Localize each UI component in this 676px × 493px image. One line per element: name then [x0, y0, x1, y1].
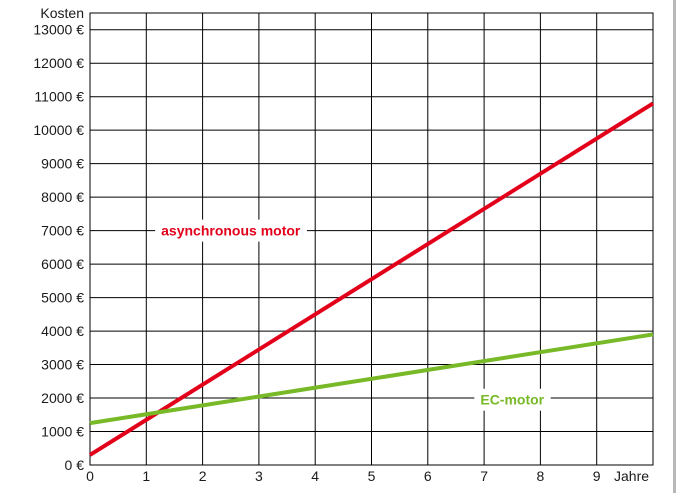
right-border [673, 0, 676, 493]
y-tick-label: 10000 € [33, 122, 84, 138]
x-tick-label: 3 [255, 468, 263, 484]
y-tick-label: 0 € [65, 457, 85, 473]
series-line [89, 332, 654, 426]
y-tick-label: 1000 € [41, 424, 84, 440]
y-tick-label: 2000 € [41, 390, 84, 406]
series-label-background [474, 388, 551, 411]
y-tick-label: 6000 € [41, 256, 84, 272]
series-label-background [155, 219, 307, 242]
y-tick-label: 7000 € [41, 223, 84, 239]
x-axis-label: Jahre [614, 468, 649, 484]
series-label: asynchronous motor [161, 223, 301, 239]
x-tick-label: 6 [424, 468, 432, 484]
x-tick-label: 9 [593, 468, 601, 484]
x-tick-label: 4 [311, 468, 319, 484]
plot-frame [89, 12, 654, 466]
y-tick-label: 13000 € [33, 22, 84, 38]
x-tick-label: 8 [537, 468, 545, 484]
series-lines [88, 101, 655, 457]
y-tick-label: 11000 € [34, 89, 84, 105]
y-tick-label: 5000 € [41, 290, 84, 306]
series-line [88, 101, 655, 457]
y-tick-label: 9000 € [41, 156, 84, 172]
y-tick-label: 8000 € [41, 189, 84, 205]
y-axis-label: Kosten [40, 5, 84, 21]
x-axis-ticks: 0 1 2 3 4 5 6 7 8 9 [86, 468, 601, 484]
x-tick-label: 1 [142, 468, 150, 484]
series-label: EC-motor [480, 392, 544, 408]
annotations: asynchronous motor EC-motor [155, 219, 551, 411]
y-tick-label: 4000 € [41, 323, 84, 339]
x-tick-label: 0 [86, 468, 94, 484]
y-tick-label: 3000 € [41, 357, 84, 373]
x-tick-label: 5 [368, 468, 376, 484]
y-tick-label: 12000 € [33, 55, 84, 71]
x-tick-label: 7 [480, 468, 488, 484]
y-axis-ticks: 0 € 1000 € 2000 € 3000 € 4000 € 5000 € 6000 € 7… [33, 22, 84, 473]
x-tick-label: 2 [199, 468, 207, 484]
